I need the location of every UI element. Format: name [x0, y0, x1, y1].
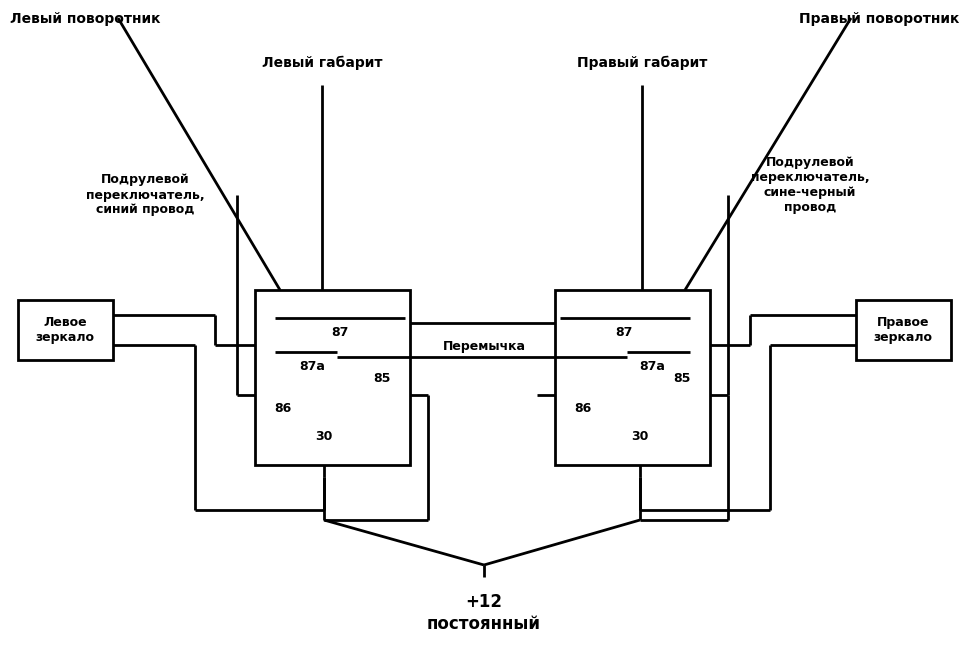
Text: Левый поворотник: Левый поворотник	[10, 12, 161, 26]
Text: 30: 30	[315, 430, 332, 443]
Text: Левый габарит: Левый габарит	[262, 55, 382, 70]
Text: 85: 85	[673, 372, 691, 385]
Text: 86: 86	[575, 402, 592, 415]
Text: 87а: 87а	[299, 359, 325, 372]
Text: 86: 86	[274, 402, 292, 415]
Text: 30: 30	[632, 430, 648, 443]
Text: +12: +12	[465, 593, 503, 611]
Bar	[856, 300, 951, 360]
Text: 87: 87	[331, 325, 349, 338]
Text: 87а: 87а	[640, 359, 665, 372]
Text: Правый габарит: Правый габарит	[577, 55, 707, 70]
Text: Подрулевой
переключатель,
сине-черный
провод: Подрулевой переключатель, сине-черный пр…	[751, 156, 869, 214]
Bar	[255, 290, 410, 465]
Text: Перемычка: Перемычка	[443, 340, 525, 353]
Text: постоянный: постоянный	[427, 615, 541, 633]
Text: Правое
зеркало: Правое зеркало	[873, 316, 932, 344]
Bar	[18, 300, 113, 360]
Text: 85: 85	[373, 372, 391, 385]
Text: 87: 87	[615, 325, 633, 338]
Text: Левое
зеркало: Левое зеркало	[36, 316, 95, 344]
Text: Подрулевой
переключатель,
синий провод: Подрулевой переключатель, синий провод	[85, 173, 204, 216]
Bar	[555, 290, 710, 465]
Text: Правый поворотник: Правый поворотник	[798, 12, 959, 26]
